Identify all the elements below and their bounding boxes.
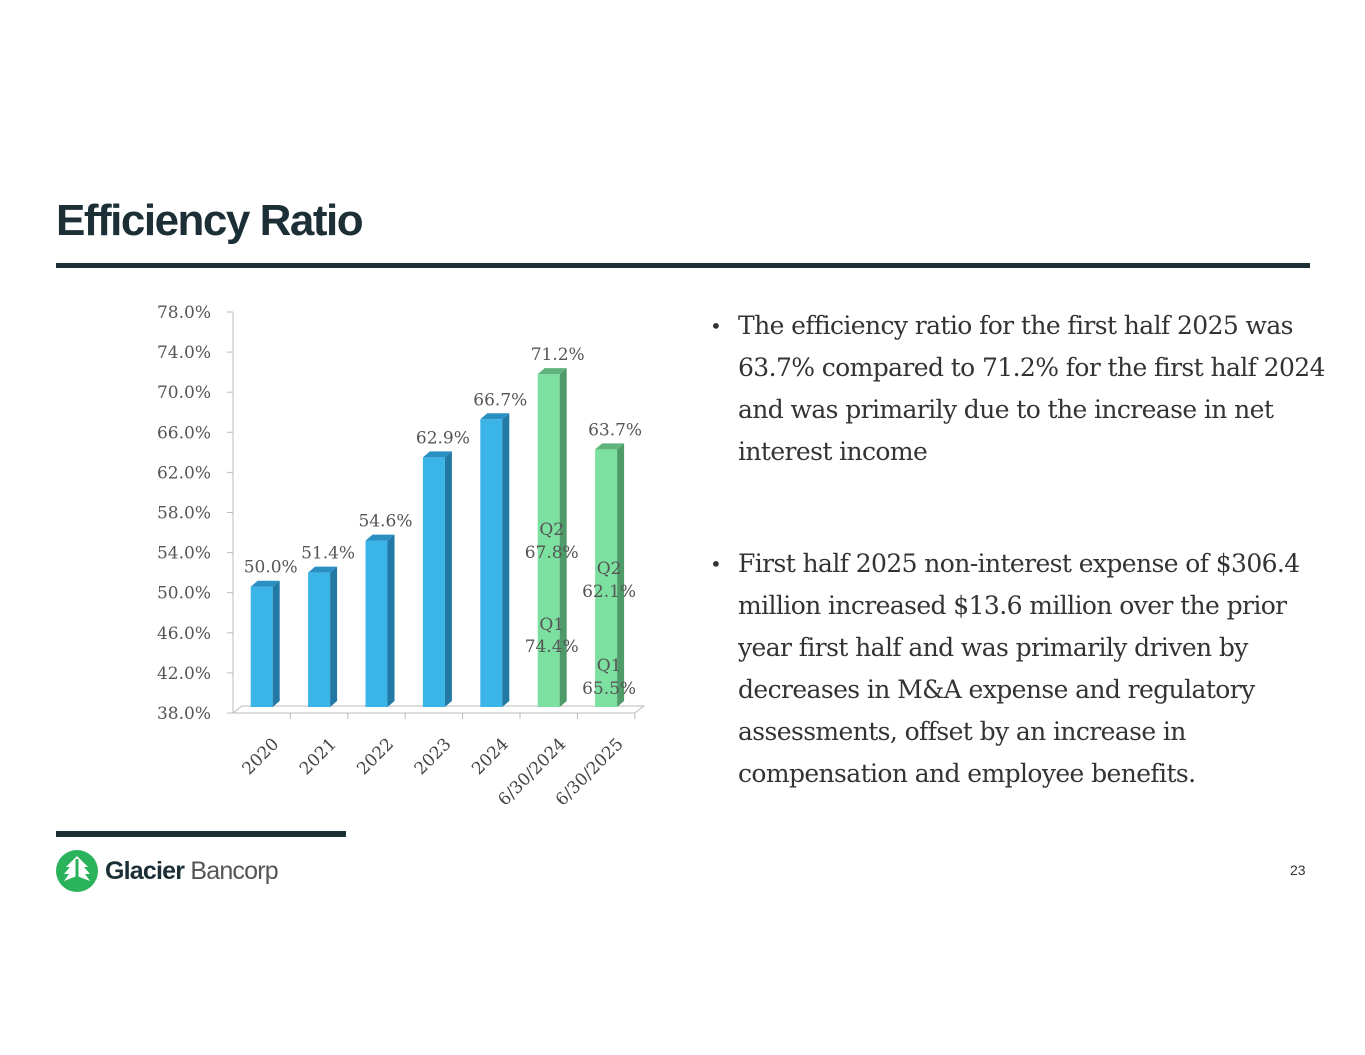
data-label: 62.9% <box>416 428 470 448</box>
bar <box>250 586 273 707</box>
title-divider <box>56 263 1310 268</box>
data-label: 51.4% <box>301 544 355 564</box>
y-tick-label: 66.0% <box>157 423 211 443</box>
bullet-icon: • <box>710 314 722 338</box>
y-tick-label: 70.0% <box>157 383 211 403</box>
y-tick-label: 54.0% <box>157 544 211 564</box>
quarter-label: Q1 <box>597 656 622 676</box>
y-tick-label: 62.0% <box>157 463 211 483</box>
bar-side <box>502 413 510 707</box>
bar-top <box>422 451 452 458</box>
data-label: 66.7% <box>473 390 527 410</box>
bullet-list: • The efficiency ratio for the first half… <box>708 305 1328 795</box>
bar-side <box>617 443 625 707</box>
tree-icon <box>56 850 98 892</box>
bar-top <box>308 566 338 573</box>
bar <box>365 540 388 707</box>
data-label: 63.7% <box>588 420 642 440</box>
bar-side <box>559 368 567 707</box>
y-tick-label: 38.0% <box>157 704 211 724</box>
bar <box>308 572 331 707</box>
bullet-item: • First half 2025 non-interest expense of… <box>708 543 1328 795</box>
bar-side <box>444 451 452 707</box>
bar-top <box>537 368 567 375</box>
quarter-value: 74.4% <box>525 637 579 657</box>
x-tick-label: 2020 <box>239 734 284 779</box>
bar <box>480 419 503 707</box>
data-label: 54.6% <box>358 512 412 532</box>
bullet-item: • The efficiency ratio for the first half… <box>708 305 1328 473</box>
bar-side <box>272 580 280 707</box>
bar-top <box>480 413 510 420</box>
chart-floor <box>231 705 646 714</box>
bullet-text: First half 2025 non-interest expense of … <box>738 549 1300 788</box>
quarter-label: Q1 <box>539 615 564 635</box>
bar <box>537 374 560 707</box>
y-tick-label: 74.0% <box>157 343 211 363</box>
data-label: 50.0% <box>244 558 298 578</box>
bar-side <box>330 566 338 707</box>
quarter-value: 67.8% <box>525 543 579 563</box>
x-tick-label: 2023 <box>411 734 456 779</box>
logo-brand-light: Bancorp <box>190 856 278 885</box>
footer-divider <box>56 831 346 837</box>
company-logo: Glacier Bancorp <box>56 850 279 892</box>
x-tick-label: 2021 <box>296 734 341 779</box>
page-title: Efficiency Ratio <box>56 196 364 245</box>
bar-top <box>250 580 280 587</box>
y-tick-label: 50.0% <box>157 584 211 604</box>
bullet-text: The efficiency ratio for the first half … <box>738 311 1325 466</box>
bar <box>422 457 445 707</box>
y-tick-label: 46.0% <box>157 624 211 644</box>
bar-top <box>365 534 395 541</box>
x-tick-label: 2022 <box>353 734 398 779</box>
x-tick-label: 2024 <box>468 734 513 779</box>
quarter-label: Q2 <box>597 559 622 579</box>
bullet-icon: • <box>710 552 722 576</box>
data-label: 71.2% <box>531 345 585 365</box>
quarter-value: 62.1% <box>582 582 636 602</box>
quarter-label: Q2 <box>539 520 564 540</box>
efficiency-ratio-chart: 38.0% 42.0% 46.0% 50.0% 54.0% 58.0% 62.0% 66.0%… <box>157 303 646 810</box>
logo-brand-bold: Glacier <box>105 856 185 885</box>
y-tick-label: 42.0% <box>157 664 211 684</box>
bar-top <box>595 443 625 450</box>
bar-side <box>387 534 395 707</box>
quarter-value: 65.5% <box>582 679 636 699</box>
y-tick-label: 78.0% <box>157 303 211 323</box>
page-number: 23 <box>1290 862 1306 878</box>
y-tick-label: 58.0% <box>157 504 211 524</box>
bar <box>595 449 618 707</box>
